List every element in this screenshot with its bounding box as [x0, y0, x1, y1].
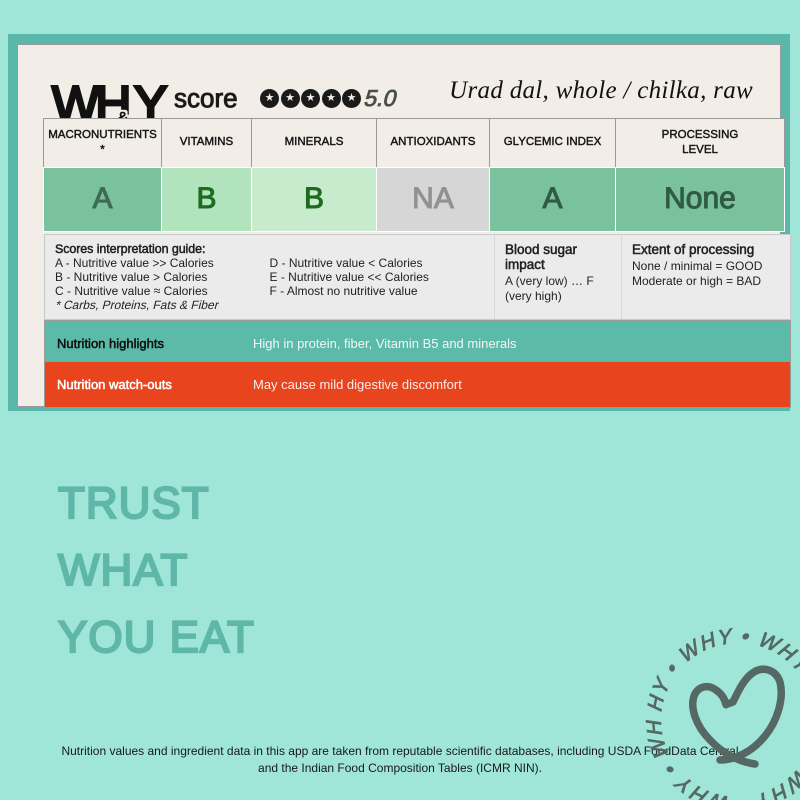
svg-text:WHY • WHY • WHY • WHY • WHY •: WHY • WHY • WHY • WHY • WHY • WHY • WHY …: [0, 0, 800, 800]
